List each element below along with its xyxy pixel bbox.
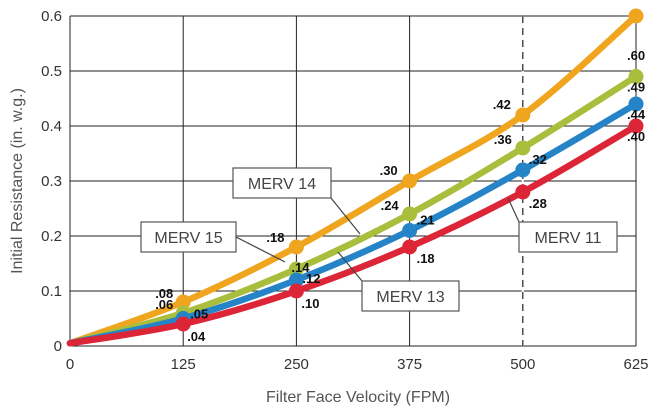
data-point-merv-13 [515, 162, 531, 178]
data-label: .32 [529, 152, 547, 167]
callout-leader-merv-13 [337, 251, 363, 282]
data-label: .30 [380, 163, 398, 178]
data-label: .60 [627, 48, 645, 63]
x-tick-label: 250 [284, 356, 309, 373]
data-point-merv-14 [402, 206, 418, 222]
callout-box-merv-13 [361, 280, 460, 312]
x-tick-label: 500 [510, 356, 535, 373]
data-point-merv-14 [628, 69, 644, 84]
data-label: .28 [529, 196, 547, 211]
callout-leader-merv-14 [330, 197, 361, 235]
y-tick-label: 0.4 [41, 118, 62, 135]
y-axis-title: Initial Resistance (in. w.g.) [9, 88, 26, 274]
y-tick-label: 0 [54, 338, 62, 355]
data-label: .49 [627, 80, 645, 95]
callout-box-merv-15 [140, 221, 237, 253]
data-label: .21 [417, 213, 435, 228]
data-point-merv-13 [402, 223, 418, 238]
x-tick-label: 125 [171, 356, 196, 373]
callout-leader-merv-11 [507, 197, 520, 223]
data-point-merv-15 [175, 294, 191, 310]
grid [69, 15, 637, 347]
tick-labels: 00.10.20.30.40.50.60 125 250 375 500 625 [41, 8, 648, 373]
data-label: .18 [417, 251, 435, 266]
x-tick-label: 0 [66, 356, 74, 373]
data-label: .18 [266, 230, 284, 245]
data-labels: .08 .18 .30 .42 .60 .06 .14 .24 .36 .49 .05 .12 .21.… [155, 48, 646, 344]
data-label: .40 [627, 129, 645, 144]
data-label: .36 [494, 132, 512, 147]
data-point-merv-14 [288, 261, 304, 277]
callout-box-merv-14 [232, 167, 332, 199]
legend-label-merv-15: MERV 15 [154, 230, 222, 247]
callout-box-merv-11 [518, 221, 618, 253]
legend-label-merv-13: MERV 13 [376, 289, 444, 306]
data-label: .24 [381, 198, 400, 213]
data-point-merv-11 [175, 316, 191, 332]
x-tick-label: 625 [623, 356, 648, 373]
data-point-merv-15 [402, 173, 418, 189]
legend-label-merv-11: MERV 11 [535, 230, 602, 247]
y-tick-label: 0.5 [41, 63, 62, 80]
data-point-merv-11 [628, 118, 644, 134]
data-point-merv-15 [288, 239, 304, 255]
data-label: .44 [627, 107, 646, 122]
legend-label-merv-14: MERV 14 [248, 176, 316, 193]
y-tick-label: 0.6 [41, 8, 62, 25]
data-point-merv-15 [628, 8, 644, 24]
data-label: .08 [155, 286, 173, 301]
data-point-merv-15 [515, 107, 531, 123]
data-point-merv-11 [515, 184, 531, 200]
x-tick-label: 375 [397, 356, 422, 373]
data-label: .12 [302, 271, 320, 286]
data-point-merv-11 [402, 239, 418, 255]
x-axis-title: Filter Face Velocity (FPM) [266, 389, 450, 406]
data-label: .42 [493, 97, 511, 112]
callout-leader-merv-15 [235, 236, 286, 263]
callouts: MERV 15 MERV 14 MERV 13 MERV 11 [140, 167, 618, 312]
data-label: .05 [190, 307, 208, 322]
data-point-merv-13 [628, 96, 644, 112]
data-point-merv-11 [288, 283, 304, 299]
data-label: .06 [155, 297, 173, 312]
data-label: .14 [291, 260, 310, 275]
y-tick-label: 0.1 [41, 283, 62, 300]
y-tick-label: 0.2 [41, 228, 62, 245]
data-label: .10 [301, 296, 319, 311]
y-tick-label: 0.3 [41, 173, 62, 190]
data-label: .04 [187, 329, 206, 344]
series-layer [66, 8, 644, 347]
data-point-merv-13 [288, 272, 304, 288]
data-point-merv-14 [515, 140, 531, 156]
